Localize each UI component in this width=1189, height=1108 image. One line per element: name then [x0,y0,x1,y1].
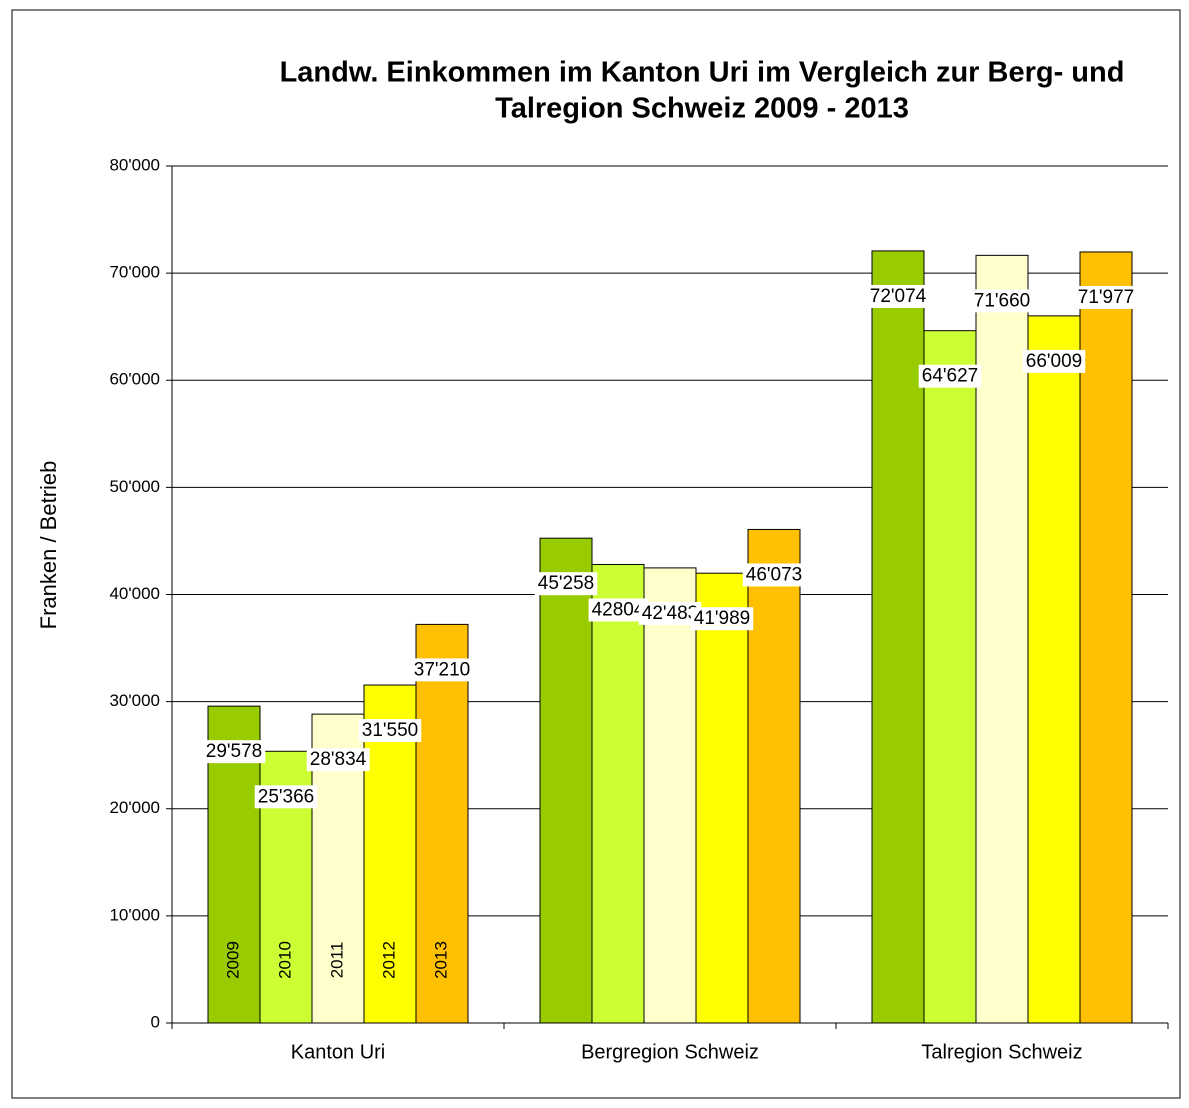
value-label: 46'073 [746,564,802,585]
x-tick-label: Kanton Uri [291,1041,386,1063]
bar [1027,315,1081,1024]
x-tick-label: Bergregion Schweiz [581,1041,759,1063]
value-label-box [534,572,598,596]
bar [643,567,697,1024]
value-label: 71'660 [974,290,1030,311]
value-label-box [1074,285,1138,309]
bar [1079,251,1133,1024]
value-label-box [254,785,318,809]
value-label: 71'977 [1078,287,1134,308]
value-label: 45'258 [538,573,594,594]
value-label-box [588,598,648,622]
y-tick-label: 10'000 [109,905,160,924]
value-label: 28'834 [310,749,367,770]
value-label-box [918,364,982,388]
legend-label: 2010 [275,941,294,979]
value-label: 29'578 [206,741,262,762]
value-label: 31'550 [362,720,418,741]
value-label: 25'366 [258,786,314,807]
chart-title: Landw. Einkommen im Kanton Uri im Vergle… [280,57,1125,89]
value-label-box [306,748,370,772]
bar [591,563,645,1024]
value-label-box [202,740,266,764]
legend-label: 2012 [379,941,398,979]
bar [871,250,925,1024]
y-tick-label: 40'000 [109,584,160,603]
bar [975,254,1029,1024]
value-label: 72'074 [870,286,927,307]
y-axis-label: Franken / Betrieb [36,461,61,630]
y-tick-label: 80'000 [109,155,160,174]
value-label: 42'483 [642,603,698,624]
value-label-box [358,719,422,743]
bar [923,330,977,1024]
legend-label: 2011 [327,942,346,979]
bar [415,623,469,1024]
legend-label: 2009 [223,941,242,979]
y-tick-label: 20'000 [109,798,160,817]
value-label: 37'210 [414,659,470,680]
legend-label: 2013 [431,941,450,979]
y-tick-label: 70'000 [109,263,160,282]
value-label-box [690,607,754,631]
value-label-box [866,284,930,308]
x-tick-label: Talregion Schweiz [921,1041,1082,1063]
y-tick-label: 30'000 [109,691,160,710]
value-label-box [970,289,1034,313]
value-label: 42804 [592,599,645,620]
bar [695,572,749,1024]
y-tick-label: 0 [151,1012,160,1031]
value-label-box [410,658,474,682]
chart-title: Talregion Schweiz 2009 - 2013 [495,93,909,125]
value-label: 66'009 [1026,351,1082,372]
bar [539,537,593,1024]
bar [747,528,801,1024]
value-label-box [1022,349,1086,373]
frame [11,9,1181,1099]
y-tick-label: 60'000 [109,370,160,389]
value-label-box [742,563,806,587]
value-label-box [638,601,702,625]
y-tick-label: 50'000 [109,477,160,496]
value-label: 64'627 [922,366,978,387]
value-label: 41'989 [694,608,750,629]
